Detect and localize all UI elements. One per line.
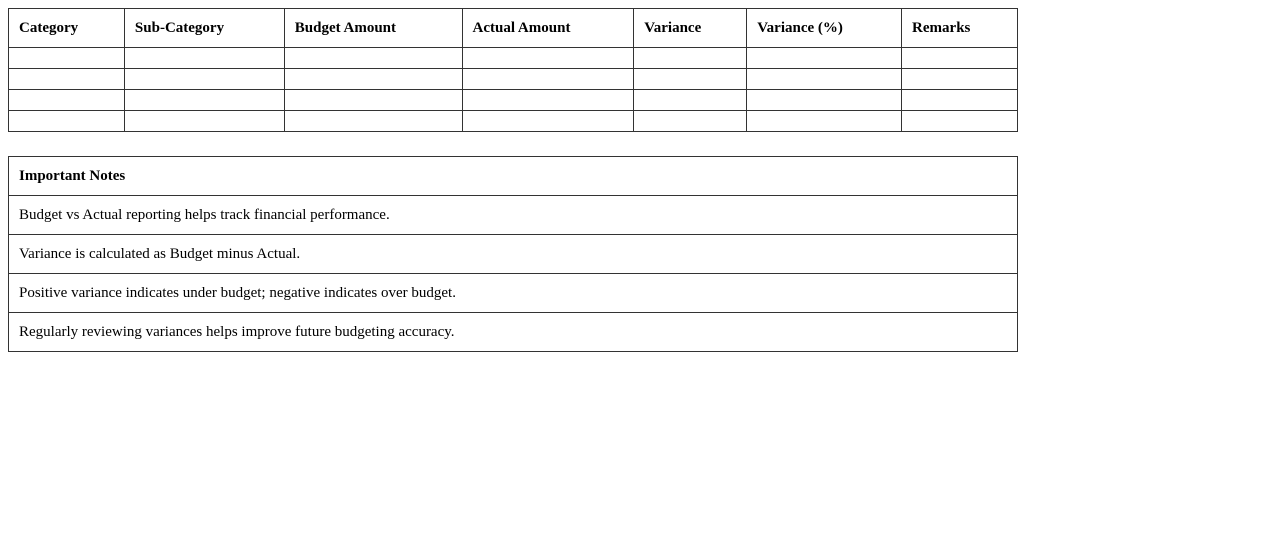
note-item: Regularly reviewing variances helps impr… (8, 312, 1018, 352)
column-header: Remarks (901, 8, 1018, 48)
budget-table: Category Sub-Category Budget Amount Actual … (8, 8, 1018, 132)
table-row (8, 47, 1018, 69)
note-item: Variance is calculated as Budget minus A… (8, 234, 1018, 274)
column-header: Variance (633, 8, 748, 48)
table-cell (283, 47, 463, 69)
table-cell (901, 89, 1018, 111)
header-row: Category Sub-Category Budget Amount Actual … (8, 8, 1018, 48)
table-cell (8, 110, 125, 132)
table-row (8, 68, 1018, 90)
table-cell (123, 110, 285, 132)
table-cell (746, 68, 903, 90)
table-cell (283, 110, 463, 132)
table-cell (633, 68, 748, 90)
table-cell (123, 68, 285, 90)
table-cell (633, 89, 748, 111)
column-header: Category (8, 8, 125, 48)
column-header: Budget Amount (283, 8, 463, 48)
notes-title: Important Notes (8, 156, 1018, 196)
column-header: Variance (%) (746, 8, 903, 48)
column-header: Actual Amount (461, 8, 635, 48)
table-cell (461, 110, 635, 132)
table-cell (461, 68, 635, 90)
table-cell (633, 47, 748, 69)
note-row: Budget vs Actual reporting helps track f… (8, 195, 1018, 235)
notes-table: Important Notes Budget vs Actual reporti… (8, 156, 1018, 352)
table-cell (633, 110, 748, 132)
table-cell (461, 47, 635, 69)
table-cell (283, 68, 463, 90)
table-row (8, 110, 1018, 132)
table-cell (8, 89, 125, 111)
note-row: Positive variance indicates under budget… (8, 273, 1018, 313)
table-cell (746, 110, 903, 132)
table-cell (901, 110, 1018, 132)
table-cell (746, 89, 903, 111)
table-cell (901, 68, 1018, 90)
table-cell (123, 47, 285, 69)
note-row: Variance is calculated as Budget minus A… (8, 234, 1018, 274)
table-cell (746, 47, 903, 69)
note-row: Regularly reviewing variances helps impr… (8, 312, 1018, 352)
table-cell (461, 89, 635, 111)
note-item: Positive variance indicates under budget… (8, 273, 1018, 313)
table-cell (123, 89, 285, 111)
table-row (8, 89, 1018, 111)
note-item: Budget vs Actual reporting helps track f… (8, 195, 1018, 235)
table-cell (901, 47, 1018, 69)
table-cell (8, 68, 125, 90)
table-cell (8, 47, 125, 69)
column-header: Sub-Category (123, 8, 285, 48)
table-cell (283, 89, 463, 111)
